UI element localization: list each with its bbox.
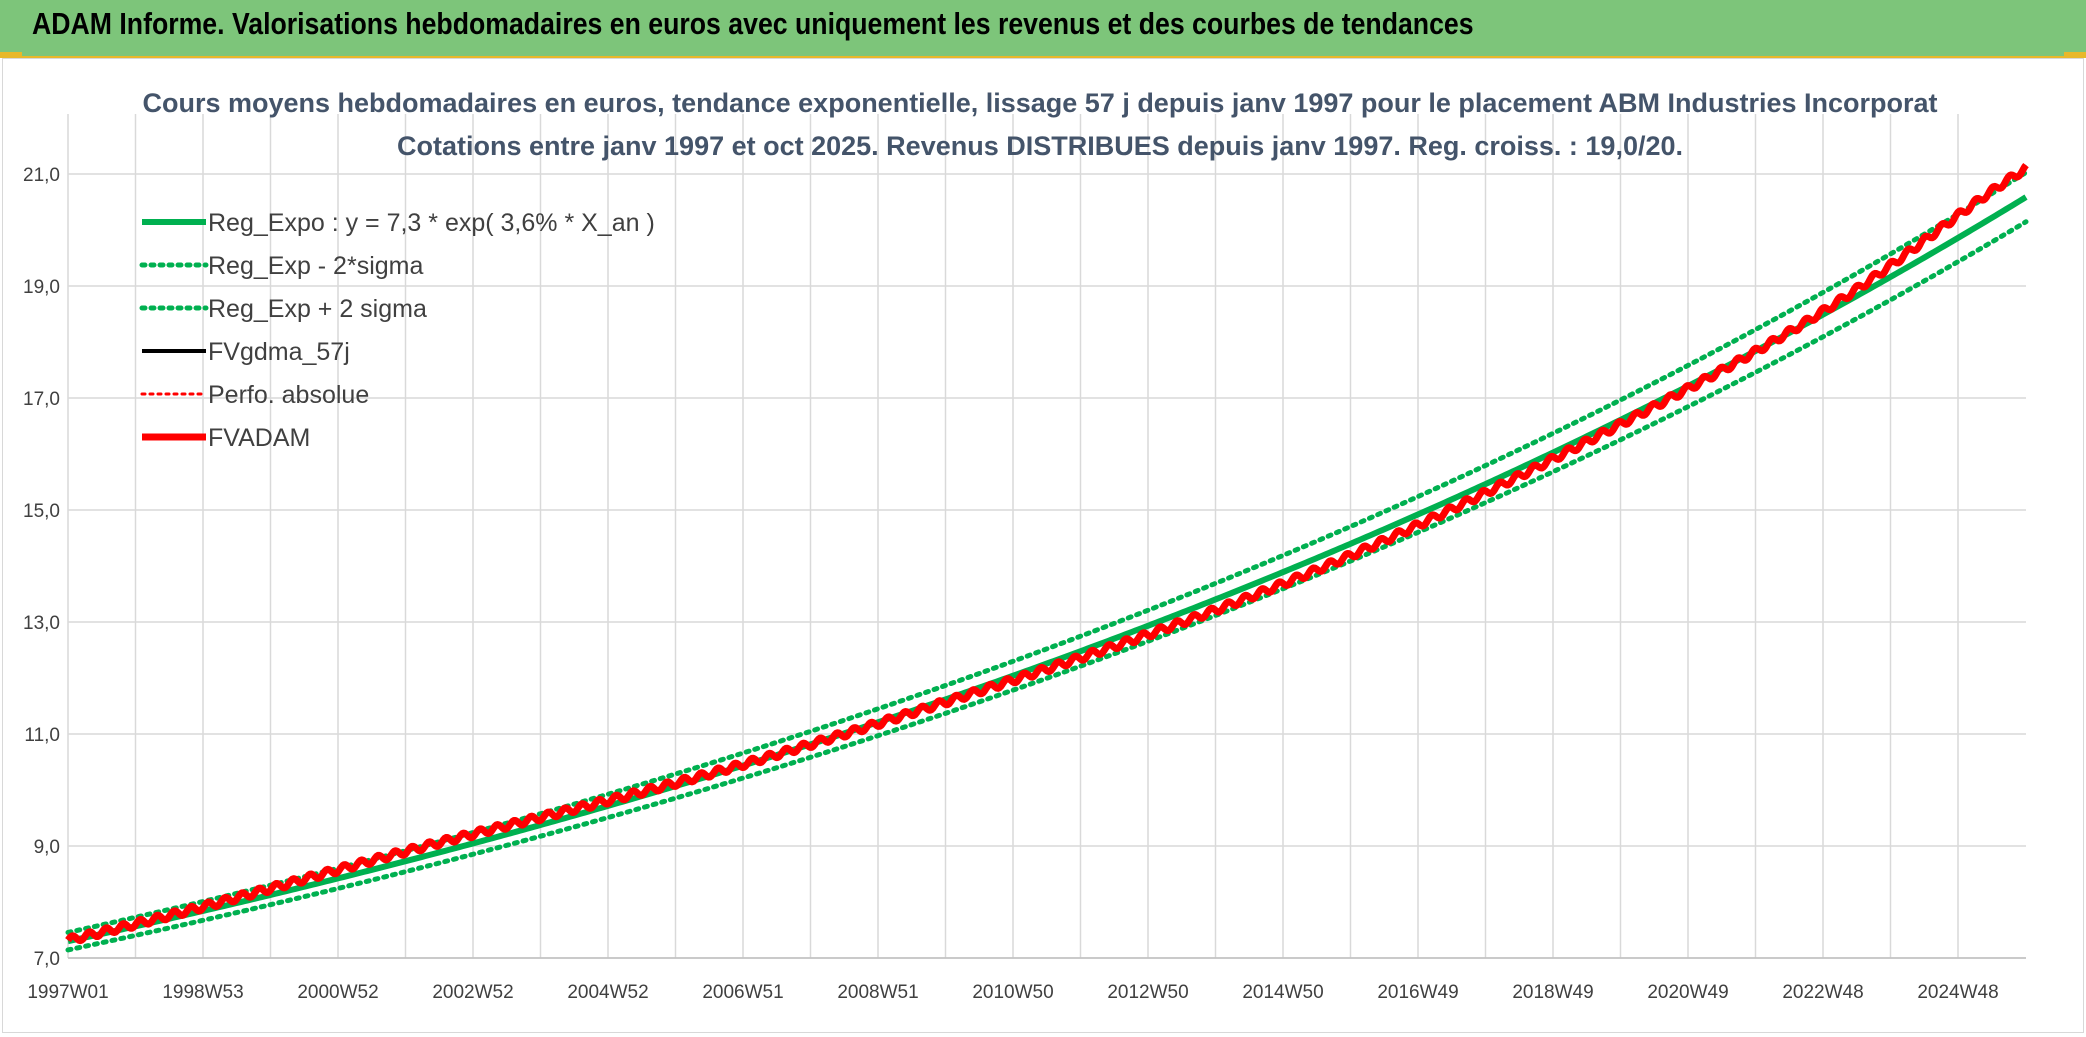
x-axis: 1997W01 1998W53 2000W52 2002W52 2004W52 2006W… — [27, 982, 1998, 1003]
legend-label: Reg_Exp + 2 sigma — [208, 295, 427, 323]
x-tick-label: 2024W48 — [1917, 982, 1998, 1003]
chart-title-line2: Cotations entre janv 1997 et oct 2025. R… — [397, 131, 1683, 161]
chart-title-line1: Cours moyens hebdomadaires en euros, ten… — [142, 88, 1937, 118]
y-tick-label: 15,0 — [23, 501, 60, 522]
x-tick-label: 2008W51 — [837, 982, 918, 1003]
page-title: ADAM Informe. Valorisations hebdomadaire… — [32, 6, 1474, 41]
legend-label: Reg_Expo : y = 7,3 * exp( 3,6% * X_an ) — [208, 209, 655, 237]
legend-label: FVgdma_57j — [208, 338, 350, 366]
series-fvadam — [65, 163, 2029, 945]
legend-label: Reg_Exp - 2*sigma — [208, 252, 423, 280]
x-tick-label: 2018W49 — [1512, 982, 1593, 1003]
chart-grid — [67, 114, 2026, 959]
chart-legend: Reg_Expo : y = 7,3 * exp( 3,6% * X_an ) R… — [139, 209, 655, 452]
x-tick-label: 1998W53 — [162, 982, 243, 1003]
header-corner-right — [2064, 52, 2086, 58]
legend-label: FVADAM — [208, 424, 310, 452]
x-tick-label: 2012W50 — [1107, 982, 1188, 1003]
y-tick-label: 13,0 — [23, 613, 60, 634]
series-reg-minus-sigma — [65, 219, 2029, 953]
y-tick-label: 7,0 — [34, 949, 60, 970]
x-tick-label: 2010W50 — [972, 982, 1053, 1003]
y-tick-label: 19,0 — [23, 277, 60, 298]
y-tick-label: 21,0 — [23, 165, 60, 186]
chart-series — [65, 163, 2029, 953]
x-tick-label: 2000W52 — [297, 982, 378, 1003]
x-tick-label: 1997W01 — [27, 982, 108, 1003]
y-tick-label: 9,0 — [34, 837, 60, 858]
y-tick-label: 11,0 — [24, 725, 60, 746]
y-tick-label: 17,0 — [23, 389, 60, 410]
chart-frame — [2, 58, 2084, 1033]
x-tick-label: 2020W49 — [1647, 982, 1728, 1003]
x-tick-label: 2016W49 — [1377, 982, 1458, 1003]
series-perfo-absolue — [66, 164, 2028, 943]
x-tick-label: 2006W51 — [702, 982, 783, 1003]
legend-label: Perfo. absolue — [208, 381, 369, 409]
series-fvgdma — [67, 164, 2027, 942]
x-tick-label: 2014W50 — [1242, 982, 1323, 1003]
x-tick-label: 2002W52 — [432, 982, 513, 1003]
header-bar: ADAM Informe. Valorisations hebdomadaire… — [0, 0, 2086, 58]
x-tick-label: 2022W48 — [1782, 982, 1863, 1003]
y-axis: 7,0 9,0 11,0 13,0 15,0 17,0 19,0 21,0 — [23, 165, 60, 970]
header-corner-left — [0, 52, 22, 58]
x-tick-label: 2004W52 — [567, 982, 648, 1003]
